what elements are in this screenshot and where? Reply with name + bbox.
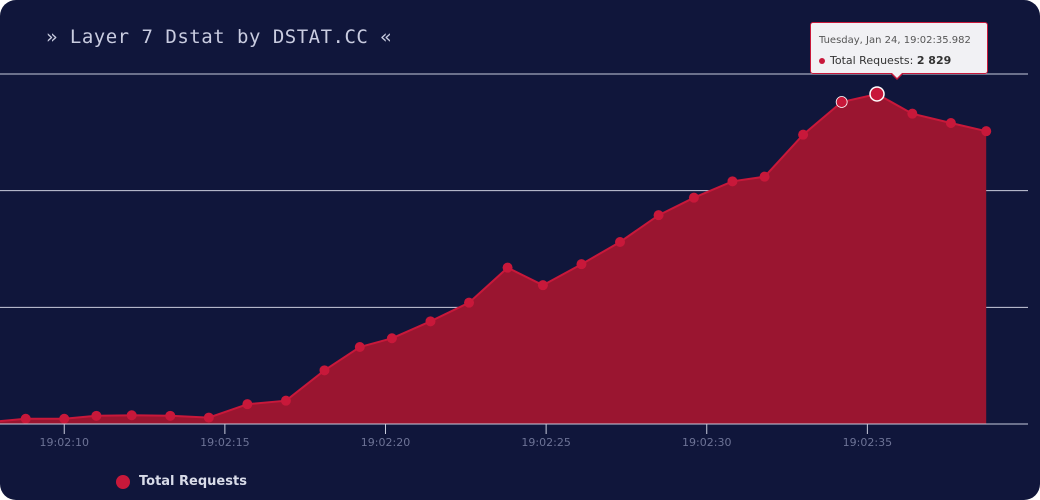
data-point[interactable] xyxy=(242,399,253,410)
data-point[interactable] xyxy=(126,410,137,421)
chart-title: » Layer 7 Dstat by DSTAT.CC « xyxy=(46,26,393,48)
data-point[interactable] xyxy=(59,413,70,424)
data-point[interactable] xyxy=(165,410,176,421)
x-axis: 19:02:10 19:02:15 19:02:20 19:02:25 19:02:30… xyxy=(0,423,1028,449)
x-tick-label: 19:02:10 xyxy=(40,436,89,449)
series-points xyxy=(20,86,992,424)
data-point[interactable] xyxy=(354,342,365,352)
data-point[interactable] xyxy=(91,410,102,421)
x-tick-label: 19:02:35 xyxy=(843,436,892,449)
data-point[interactable] xyxy=(502,262,513,273)
data-point[interactable] xyxy=(615,237,626,247)
data-point[interactable] xyxy=(203,412,214,423)
data-point[interactable] xyxy=(20,413,31,424)
tooltip-date: Tuesday, Jan 24, 19:02:35.982 xyxy=(819,35,971,46)
data-point[interactable] xyxy=(907,108,918,119)
data-point[interactable] xyxy=(280,395,291,406)
data-point[interactable] xyxy=(653,210,664,221)
legend-item-total-requests[interactable]: Total Requests xyxy=(116,474,247,489)
data-point[interactable] xyxy=(981,126,992,137)
tooltip-series-dot xyxy=(819,58,825,64)
legend-label: Total Requests xyxy=(139,474,247,489)
data-point[interactable] xyxy=(759,171,770,182)
data-point[interactable] xyxy=(537,280,548,291)
x-tick-label: 19:02:15 xyxy=(200,436,249,449)
data-point[interactable] xyxy=(688,192,699,203)
tooltip-series-label: Total Requests: xyxy=(830,54,914,67)
data-point[interactable] xyxy=(386,333,397,344)
x-tick-label: 19:02:20 xyxy=(361,436,410,449)
tooltip-arrow-inner xyxy=(891,72,903,78)
data-point[interactable] xyxy=(798,129,809,140)
series-line xyxy=(0,92,987,423)
x-tick-label: 19:02:30 xyxy=(682,436,731,449)
legend-marker xyxy=(116,474,130,489)
data-point[interactable] xyxy=(576,259,587,270)
highlighted-data-point[interactable] xyxy=(869,86,885,102)
tooltip-row: Total Requests: 2 829 xyxy=(819,54,951,67)
data-point[interactable] xyxy=(727,176,738,187)
data-point[interactable] xyxy=(464,297,475,308)
series-area xyxy=(0,94,987,424)
data-point[interactable] xyxy=(319,365,330,376)
data-point[interactable] xyxy=(945,118,956,128)
tooltip: Tuesday, Jan 24, 19:02:35.982 Total Requ… xyxy=(810,22,988,74)
data-point[interactable] xyxy=(835,96,848,108)
data-point[interactable] xyxy=(425,316,436,327)
x-tick-label: 19:02:25 xyxy=(521,436,570,449)
tooltip-value: 2 829 xyxy=(916,54,952,67)
